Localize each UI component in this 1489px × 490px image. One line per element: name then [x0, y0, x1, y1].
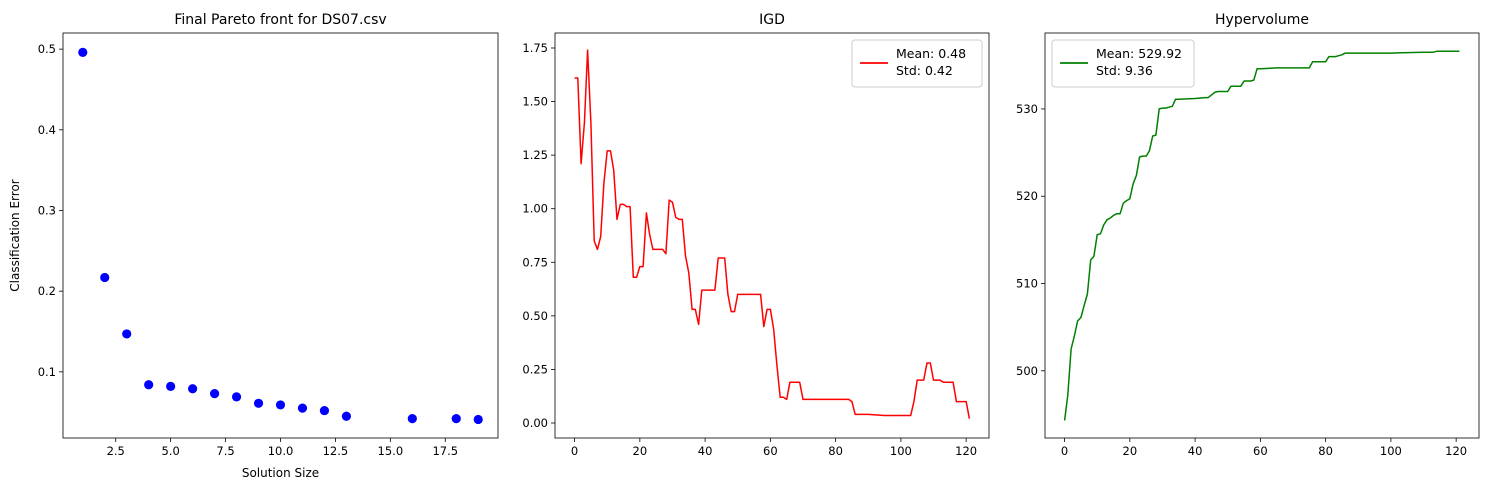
x-tick-label: 12.5 [323, 444, 349, 458]
y-tick-label: 520 [1016, 189, 1038, 203]
series-line [574, 49, 971, 419]
scatter-point [253, 398, 264, 408]
y-tick-label: 0.5 [38, 42, 56, 56]
legend-std: Std: 9.36 [1096, 63, 1153, 78]
x-tick-label: 2.5 [107, 444, 125, 458]
y-tick-label: 0.1 [38, 365, 56, 379]
scatter-point [166, 381, 176, 391]
legend-frame [1051, 39, 1195, 88]
y-tick-label: 0.3 [38, 203, 56, 217]
x-tick-label: 7.5 [216, 444, 234, 458]
x-tick-label: 60 [1253, 444, 1268, 458]
x-tick-label: 120 [1445, 444, 1467, 458]
x-tick-label: 0 [571, 444, 578, 458]
x-tick-label: 20 [633, 444, 648, 458]
y-tick-label: 1.00 [522, 202, 548, 216]
legend: Mean: 529.92 Std: 9.36 [1051, 39, 1195, 88]
x-tick-label: 20 [1123, 444, 1138, 458]
chart-1: Final Pareto front for DS07.csv 2.5 5.0 7.5… [8, 12, 499, 480]
y-tick-label: 0.75 [522, 255, 548, 269]
scatter-point [407, 414, 417, 424]
scatter-point [209, 389, 220, 399]
y-tick-label: 1.75 [522, 41, 548, 55]
x-tick-label: 0 [1061, 444, 1068, 458]
y-tick-label: 0.50 [522, 309, 548, 323]
x-tick-label: 120 [955, 444, 977, 458]
plot-frame [62, 32, 499, 439]
chart-2: IGD 0 20 40 60 80 100 120 0.00 0.25 0.50 0.75 1.00 1.… [522, 12, 990, 458]
scatter-point [78, 47, 88, 57]
x-tick-label: 80 [828, 444, 843, 458]
x-tick-label: 100 [890, 444, 912, 458]
scatter-point [231, 392, 242, 402]
x-tick-label: 100 [1380, 444, 1402, 458]
legend-mean: Mean: 529.92 [1096, 46, 1182, 61]
series-line [1063, 50, 1460, 421]
y-tick-label: 0.00 [522, 416, 548, 430]
scatter-point [341, 411, 352, 421]
y-tick-label: 1.25 [522, 148, 548, 162]
x-tick-label: 5.0 [162, 444, 180, 458]
scatter-point [297, 403, 308, 413]
chart-title: IGD [759, 12, 785, 28]
legend-std: Std: 0.42 [896, 63, 953, 78]
x-tick-label: 17.5 [432, 444, 458, 458]
x-tick-label: 60 [763, 444, 778, 458]
y-axis-label: Classification Error [8, 179, 22, 292]
x-tick-label: 80 [1318, 444, 1333, 458]
scatter-point [122, 329, 132, 339]
legend-frame [851, 39, 983, 88]
legend: Mean: 0.48 Std: 0.42 [851, 39, 983, 88]
x-tick-label: 40 [1188, 444, 1203, 458]
scatter-point [473, 414, 483, 425]
scatter-point [275, 400, 286, 410]
scatter-point [144, 380, 154, 390]
y-tick-label: 1.50 [522, 95, 548, 109]
plot-frame [1044, 32, 1480, 439]
x-tick-label: 40 [698, 444, 713, 458]
legend-mean: Mean: 0.48 [896, 46, 966, 61]
chart-title: Final Pareto front for DS07.csv [174, 12, 386, 28]
x-tick-label: 15.0 [378, 444, 404, 458]
y-tick-label: 0.4 [38, 123, 56, 137]
y-tick-label: 530 [1016, 102, 1038, 116]
x-axis-label: Solution Size [242, 466, 319, 480]
y-tick-label: 0.25 [522, 362, 548, 376]
chart-3: Hypervolume 0 20 40 60 80 100 120 500 510 520 530 Me… [1016, 12, 1480, 458]
scatter-point [188, 384, 198, 394]
scatter-point [100, 272, 110, 283]
scatter-point [319, 405, 330, 416]
chart-title: Hypervolume [1215, 12, 1309, 28]
y-tick-label: 0.2 [38, 284, 56, 298]
plot-frame [554, 32, 990, 439]
y-tick-label: 510 [1016, 277, 1038, 291]
scatter-point [451, 414, 461, 424]
y-tick-label: 500 [1016, 364, 1038, 378]
x-tick-label: 10.0 [268, 444, 294, 458]
